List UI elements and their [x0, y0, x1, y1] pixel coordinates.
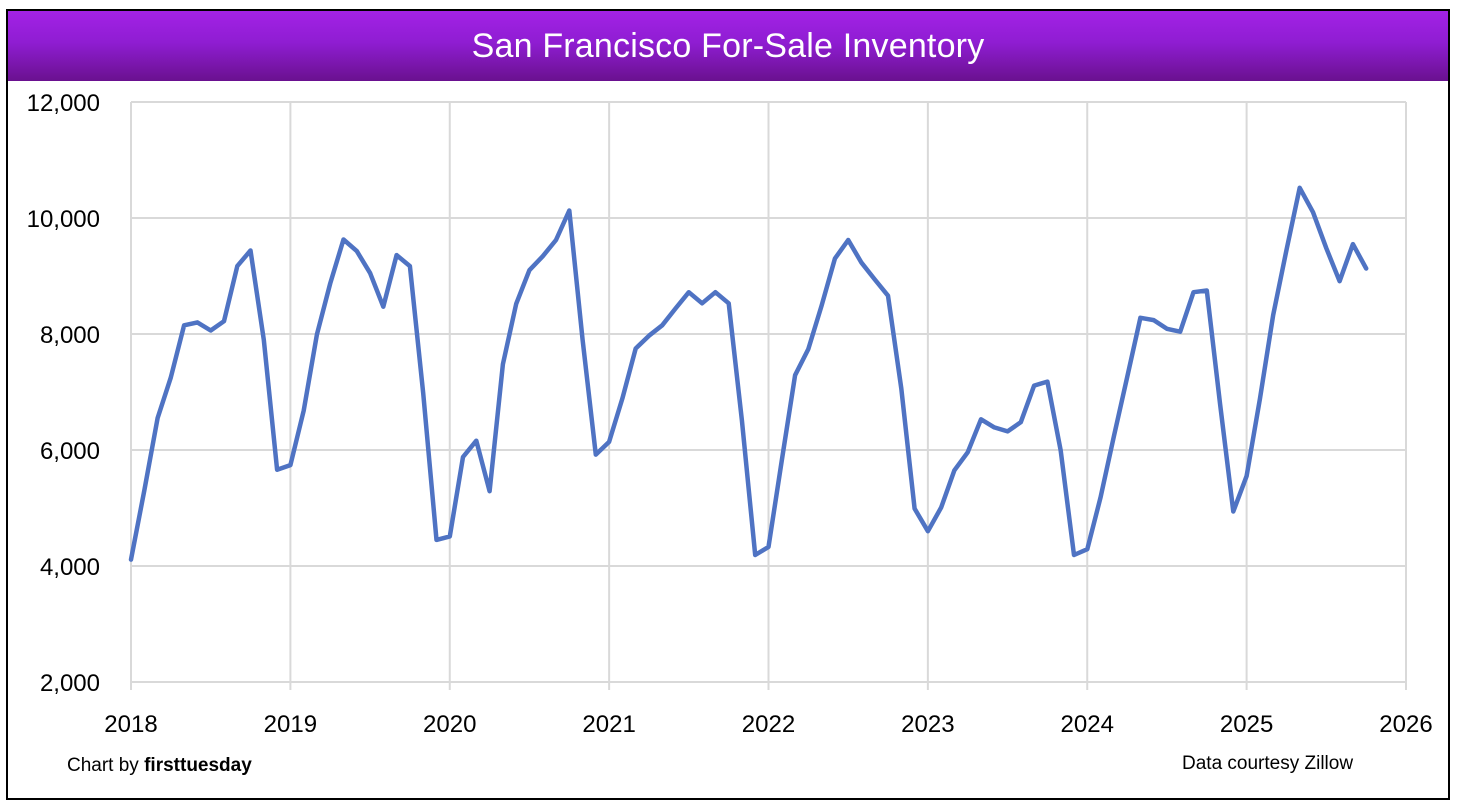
series-layer: [128, 185, 1369, 562]
y-tick-label: 2,000: [40, 670, 100, 697]
axes: [130, 102, 1407, 690]
tick-labels: 2,000 4,000 6,000 8,000 10,000 12,000 2018 2019…: [27, 90, 1433, 738]
x-tick-label: 2023: [901, 711, 954, 738]
x-tick-label: 2026: [1379, 711, 1432, 738]
y-tick-label: 8,000: [40, 322, 100, 349]
chart-credit-prefix: Chart by: [67, 755, 139, 776]
y-tick-label: 4,000: [40, 554, 100, 581]
chart-credit-brand: firsttuesday: [144, 755, 252, 776]
chart-title: San Francisco For-Sale Inventory: [8, 11, 1448, 81]
x-tick-label: 2019: [264, 711, 317, 738]
x-tick-label: 2024: [1061, 711, 1114, 738]
data-source: Data courtesy Zillow: [1182, 753, 1354, 774]
y-tick-label: 6,000: [40, 438, 100, 465]
chart-credit: Chart by firsttuesday: [67, 755, 252, 777]
x-tick-label: 2025: [1220, 711, 1273, 738]
y-tick-label: 10,000: [27, 206, 100, 233]
series-line-inventory: [128, 185, 1369, 562]
x-tick-label: 2018: [104, 711, 157, 738]
gridlines: [131, 101, 1407, 683]
chart-frame: San Francisco For-Sale Inventory: [6, 9, 1450, 800]
x-tick-label: 2022: [742, 711, 795, 738]
x-tick-label: 2021: [582, 711, 635, 738]
y-tick-label: 12,000: [27, 90, 100, 117]
x-tick-label: 2020: [423, 711, 476, 738]
